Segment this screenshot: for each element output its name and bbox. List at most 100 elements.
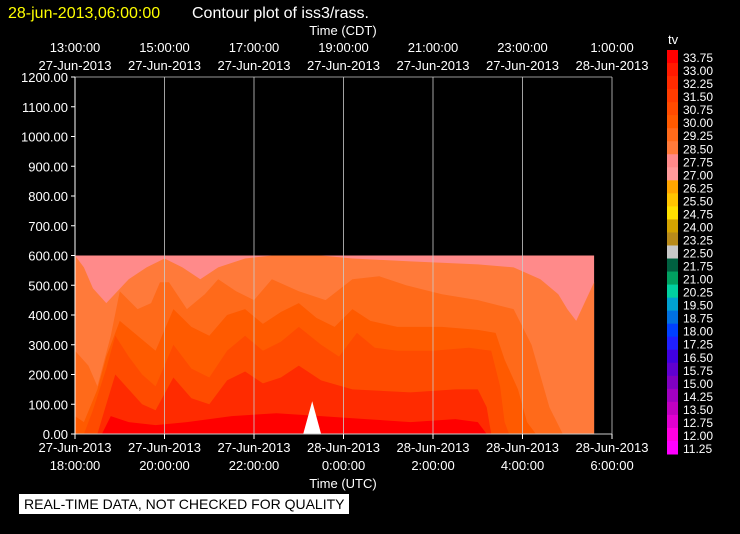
colorbar-level-label: 11.25	[683, 442, 712, 456]
colorbar-swatch	[667, 232, 678, 246]
bottom-tick-time: 2:00:00	[411, 458, 454, 473]
axes: 0.00 100.00 200.00 300.00 400.00 500.00 600.00…	[21, 40, 649, 473]
top-tick-date: 28-Jun-2013	[576, 58, 649, 73]
y-tick-label: 100.00	[28, 397, 68, 412]
colorbar-swatch	[667, 297, 678, 312]
colorbar-swatch	[667, 180, 678, 194]
bottom-tick-time: 4:00:00	[501, 458, 544, 473]
colorbar-level-label: 30.75	[683, 103, 713, 117]
colorbar-swatch	[667, 375, 678, 390]
contour-layers	[75, 255, 595, 434]
y-tick-label: 1000.00	[21, 130, 68, 145]
y-tick-label: 800.00	[28, 189, 68, 204]
missing-data-region	[303, 401, 322, 434]
top-tick-date: 27-Jun-2013	[486, 58, 559, 73]
bottom-tick-date: 28-Jun-2013	[576, 440, 649, 455]
colorbar-swatch	[667, 388, 678, 403]
bottom-tick-date: 27-Jun-2013	[218, 440, 291, 455]
colorbar-level-label: 27.75	[683, 155, 713, 169]
top-axis-label: Time (CDT)	[309, 23, 376, 38]
bottom-tick-time: 0:00:00	[322, 458, 365, 473]
colorbar-swatch	[667, 50, 678, 64]
colorbar-level-label: 25.50	[683, 194, 713, 208]
colorbar-level-label: 33.75	[683, 51, 713, 65]
top-tick-time: 15:00:00	[139, 40, 190, 55]
y-tick-label: 1200.00	[21, 70, 68, 85]
top-tick-date: 27-Jun-2013	[218, 58, 291, 73]
bottom-tick-time: 20:00:00	[139, 458, 190, 473]
chart-timestamp: 28-jun-2013,06:00:00	[8, 5, 160, 22]
colorbar-level-label: 30.00	[683, 116, 713, 130]
colorbar-level-label: 20.25	[683, 286, 713, 300]
colorbar-swatch	[667, 336, 678, 351]
quality-disclaimer: REAL-TIME DATA, NOT CHECKED FOR QUALITY	[19, 494, 350, 514]
colorbar-swatch	[667, 115, 678, 129]
y-tick-label: 600.00	[28, 249, 68, 264]
contour-level-32-25	[97, 365, 492, 434]
top-tick-time: 23:00:00	[497, 40, 548, 55]
colorbar-level-label: 15.75	[683, 364, 713, 378]
colorbar-label: tv	[668, 32, 679, 47]
top-tick-time: 17:00:00	[229, 40, 280, 55]
colorbar-level-label: 28.50	[683, 142, 713, 156]
colorbar-swatch	[667, 141, 678, 155]
colorbar-swatch	[667, 167, 678, 181]
colorbar-level-label: 24.75	[683, 207, 713, 221]
colorbar-swatch	[667, 193, 678, 207]
colorbar-level-label: 18.75	[683, 312, 713, 326]
bottom-tick-date: 28-Jun-2013	[486, 440, 559, 455]
colorbar-level-label: 15.00	[683, 377, 713, 391]
colorbar-swatch	[667, 323, 678, 338]
colorbar-swatch	[667, 63, 678, 77]
colorbar-level-label: 29.25	[683, 129, 713, 143]
colorbar-level-label: 32.25	[683, 77, 713, 91]
colorbar-level-label: 33.00	[683, 64, 713, 78]
top-tick-time: 21:00:00	[408, 40, 459, 55]
colorbar-swatch	[667, 154, 678, 168]
colorbar-swatch	[667, 427, 678, 442]
y-tick-label: 0.00	[43, 427, 68, 442]
colorbar-swatch	[667, 362, 678, 377]
bottom-tick-time: 22:00:00	[229, 458, 280, 473]
colorbar-level-label: 21.75	[683, 260, 713, 274]
colorbar-level-label: 27.00	[683, 168, 713, 182]
colorbar-level-label: 21.00	[683, 273, 713, 287]
bottom-tick-date: 28-Jun-2013	[397, 440, 470, 455]
y-tick-label: 200.00	[28, 368, 68, 383]
chart-title: Contour plot of iss3/rass.	[192, 5, 369, 22]
bottom-tick-date: 27-Jun-2013	[39, 440, 112, 455]
colorbar-level-label: 26.25	[683, 181, 713, 195]
colorbar-swatch	[667, 219, 678, 233]
top-tick-date: 27-Jun-2013	[397, 58, 470, 73]
top-tick-date: 27-Jun-2013	[128, 58, 201, 73]
colorbar-swatch	[667, 102, 678, 116]
bottom-tick-time: 6:00:00	[590, 458, 633, 473]
contour-level-33-75	[177, 428, 474, 434]
colorbar-level-label: 24.00	[683, 220, 713, 234]
bottom-tick-time: 18:00:00	[50, 458, 101, 473]
colorbar-swatch	[667, 349, 678, 364]
y-tick-label: 300.00	[28, 338, 68, 353]
colorbar-level-label: 13.50	[683, 403, 713, 417]
colorbar-swatch	[667, 401, 678, 416]
top-tick-date: 27-Jun-2013	[39, 58, 112, 73]
top-tick-time: 13:00:00	[50, 40, 101, 55]
colorbar-level-label: 12.75	[683, 416, 713, 430]
y-tick-label: 700.00	[28, 219, 68, 234]
colorbar-level-label: 19.50	[683, 299, 713, 313]
colorbar-level-label: 18.00	[683, 325, 713, 339]
colorbar-swatch	[667, 76, 678, 90]
y-tick-label: 1100.00	[22, 100, 68, 115]
colorbar-swatch	[667, 89, 678, 103]
bottom-axis-label: Time (UTC)	[309, 476, 376, 491]
colorbar-swatch	[667, 271, 678, 286]
colorbar-swatch	[667, 128, 678, 142]
y-tick-label: 500.00	[28, 278, 68, 293]
bottom-tick-date: 28-Jun-2013	[307, 440, 380, 455]
colorbar-swatch	[667, 206, 678, 220]
bottom-tick-date: 27-Jun-2013	[128, 440, 201, 455]
colorbar-swatch	[667, 414, 678, 429]
colorbar-level-label: 12.00	[683, 429, 713, 443]
top-tick-time: 1:00:00	[590, 40, 633, 55]
colorbar-level-label: 22.50	[683, 247, 713, 261]
